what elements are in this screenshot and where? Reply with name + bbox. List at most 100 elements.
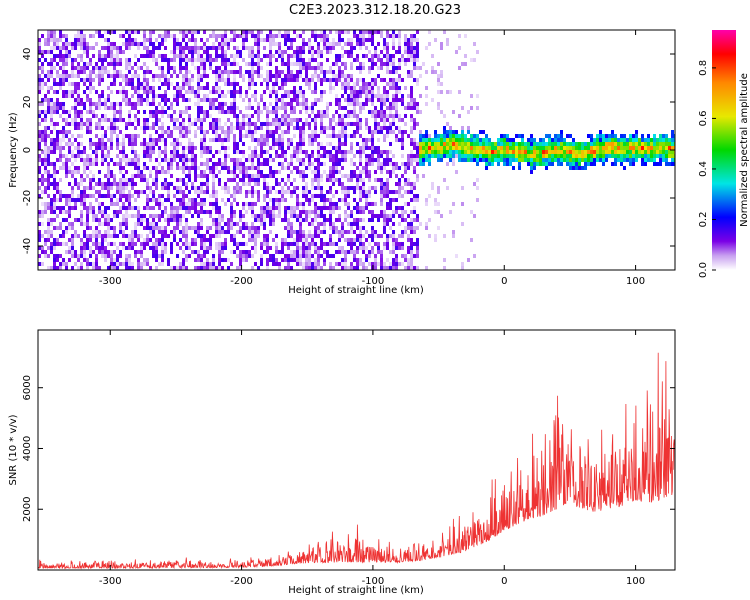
heatmap-cell [119, 142, 122, 146]
heatmap-cell [431, 142, 434, 146]
heatmap-cell [167, 218, 170, 222]
heatmap-cell [401, 254, 404, 258]
heatmap-cell [227, 74, 230, 78]
heatmap-cell [179, 86, 182, 90]
heatmap-cell [149, 102, 152, 106]
heatmap-cell [308, 250, 311, 254]
heatmap-cell [287, 38, 290, 42]
heatmap-cell [338, 106, 341, 110]
heatmap-cell [59, 58, 62, 62]
heatmap-cell [410, 58, 413, 62]
heatmap-cell [155, 166, 158, 170]
heatmap-cell [200, 138, 203, 142]
heatmap-cell [572, 146, 575, 150]
heatmap-cell [413, 230, 416, 234]
heatmap-cell [308, 82, 311, 86]
heatmap-cell [533, 142, 536, 146]
heatmap-cell [137, 206, 140, 210]
heatmap-cell [209, 150, 212, 154]
heatmap-cell [227, 126, 230, 130]
heatmap-cell [191, 62, 194, 66]
heatmap-cell [530, 142, 533, 146]
heatmap-cell [338, 198, 341, 202]
heatmap-cell [407, 258, 410, 262]
heatmap-cell [251, 266, 254, 270]
heatmap-cell [275, 250, 278, 254]
heatmap-cell [137, 210, 140, 214]
heatmap-cell [395, 126, 398, 130]
heatmap-cell [326, 174, 329, 178]
heatmap-cell [272, 206, 275, 210]
heatmap-cell [164, 74, 167, 78]
heatmap-cell [368, 250, 371, 254]
heatmap-cell [278, 54, 281, 58]
heatmap-cell [320, 162, 323, 166]
heatmap-cell [395, 162, 398, 166]
heatmap-cell [272, 110, 275, 114]
heatmap-cell [551, 138, 554, 142]
heatmap-cell [233, 54, 236, 58]
heatmap-cell [74, 42, 77, 46]
heatmap-cell [137, 222, 140, 226]
heatmap-cell [161, 250, 164, 254]
heatmap-cell [50, 222, 53, 226]
heatmap-cell [539, 154, 542, 158]
heatmap-cell [104, 182, 107, 186]
heatmap-cell [302, 50, 305, 54]
heatmap-cell [38, 102, 41, 106]
heatmap-cell [215, 38, 218, 42]
heatmap-cell [266, 174, 269, 178]
heatmap-cell [131, 238, 134, 242]
heatmap-cell [368, 146, 371, 150]
heatmap-cell [380, 30, 383, 34]
heatmap-cell [290, 190, 293, 194]
heatmap-cell [215, 58, 218, 62]
heatmap-cell [557, 134, 560, 138]
heatmap-cell [44, 98, 47, 102]
heatmap-cell [281, 178, 284, 182]
heatmap-cell [209, 242, 212, 246]
heatmap-cell [473, 134, 476, 138]
heatmap-cell [167, 162, 170, 166]
heatmap-cell [212, 42, 215, 46]
heatmap-cell [170, 246, 173, 250]
heatmap-cell [173, 158, 176, 162]
heatmap-cell [398, 98, 401, 102]
heatmap-cell [269, 254, 272, 258]
heatmap-cell [206, 74, 209, 78]
heatmap-cell [284, 82, 287, 86]
heatmap-cell [128, 30, 131, 34]
heatmap-cell [356, 114, 359, 118]
heatmap-cell [83, 46, 86, 50]
heatmap-cell [47, 42, 50, 46]
heatmap-cell [119, 178, 122, 182]
heatmap-cell [47, 194, 50, 198]
heatmap-cell [83, 222, 86, 226]
heatmap-cell [380, 202, 383, 206]
heatmap-cell [200, 222, 203, 226]
heatmap-cell [176, 54, 179, 58]
heatmap-cell [125, 186, 128, 190]
heatmap-cell [386, 214, 389, 218]
heatmap-cell [473, 150, 476, 154]
heatmap-cell [281, 130, 284, 134]
heatmap-cell [302, 30, 305, 34]
heatmap-cell [224, 122, 227, 126]
heatmap-cell [227, 82, 230, 86]
heatmap-cell [269, 222, 272, 226]
heatmap-cell [194, 238, 197, 242]
heatmap-cell [44, 138, 47, 142]
heatmap-cell [143, 30, 146, 34]
heatmap-cell [530, 158, 533, 162]
heatmap-cell [188, 30, 191, 34]
heatmap-cell [227, 230, 230, 234]
heatmap-cell [122, 146, 125, 150]
heatmap-cell [152, 234, 155, 238]
heatmap-cell [350, 170, 353, 174]
heatmap-cell [377, 94, 380, 98]
heatmap-cell [203, 198, 206, 202]
heatmap-cell [359, 134, 362, 138]
heatmap-cell [317, 110, 320, 114]
heatmap-cell [353, 90, 356, 94]
heatmap-cell [299, 142, 302, 146]
